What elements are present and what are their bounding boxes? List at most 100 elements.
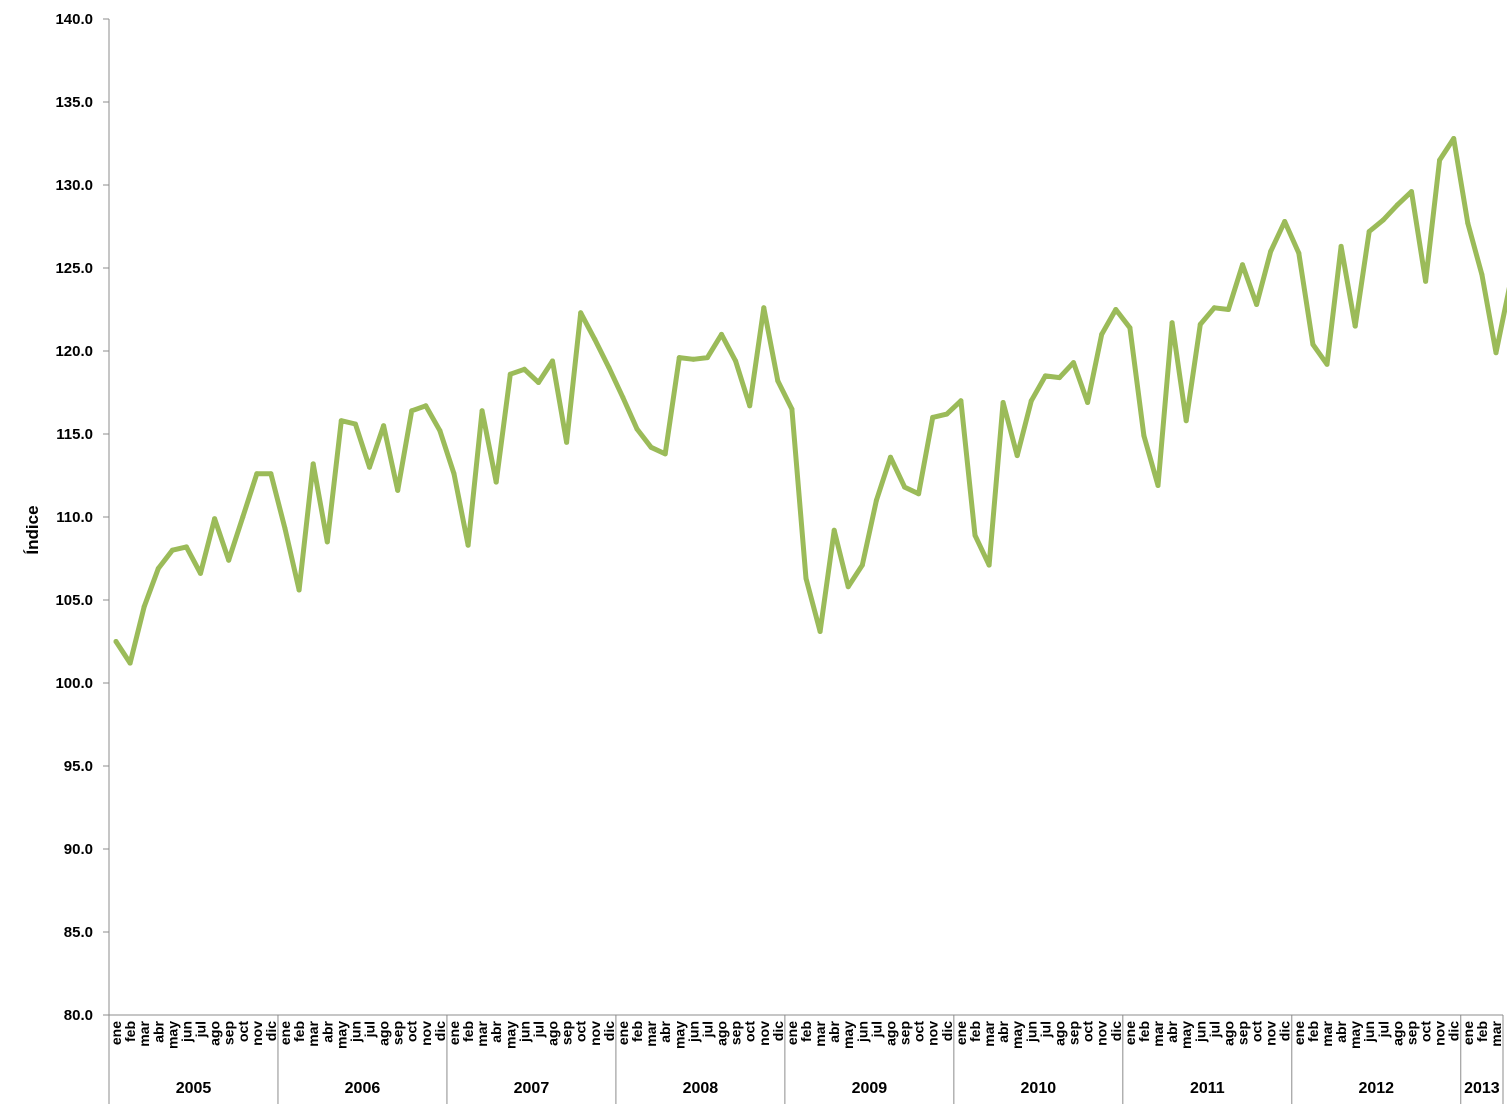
data-point	[479, 408, 485, 414]
x-tick-label: jun	[516, 1021, 532, 1043]
data-point	[1099, 331, 1105, 337]
data-point	[324, 539, 330, 545]
x-tick-label: mar	[1150, 1020, 1166, 1046]
x-tick-label: oct	[1080, 1021, 1096, 1042]
x-tick-label: ene	[1291, 1021, 1307, 1045]
data-point	[1310, 341, 1316, 347]
x-tick-label: may	[333, 1021, 349, 1049]
x-tick-label: ene	[1122, 1021, 1138, 1045]
data-point	[226, 557, 232, 563]
x-tick-label: jun	[1192, 1021, 1208, 1043]
x-tick-label: dic	[263, 1021, 279, 1041]
data-point	[550, 358, 555, 364]
x-tick-label: oct	[1249, 1021, 1265, 1042]
x-tick-label: oct	[235, 1021, 251, 1042]
data-point	[1409, 189, 1414, 195]
data-point	[859, 562, 865, 568]
x-tick-label: feb	[798, 1021, 814, 1042]
data-point	[817, 629, 823, 634]
data-point	[1493, 350, 1499, 356]
x-tick-label: oct	[404, 1021, 420, 1042]
data-point	[789, 406, 795, 412]
data-point	[676, 355, 682, 361]
x-tick-label: may	[164, 1021, 180, 1049]
data-point	[1155, 483, 1161, 488]
data-point	[972, 532, 978, 538]
data-point	[536, 380, 541, 385]
series-layer	[113, 136, 1507, 666]
data-point	[1437, 157, 1443, 163]
data-point	[1127, 325, 1133, 331]
x-tick-label: dic	[1277, 1021, 1293, 1041]
year-label: 2011	[1190, 1080, 1225, 1097]
x-tick-label: abr	[488, 1020, 504, 1042]
data-point	[212, 516, 218, 522]
data-point	[240, 514, 246, 520]
x-tick-label: ago	[376, 1021, 392, 1046]
x-tick-label: sep	[728, 1021, 744, 1045]
data-point	[831, 527, 837, 533]
data-point	[169, 547, 175, 553]
y-tick-label: 125.0	[55, 260, 93, 277]
data-point	[902, 484, 908, 490]
x-tick-label: dic	[601, 1021, 617, 1041]
data-point	[1085, 400, 1091, 405]
data-point	[409, 408, 415, 414]
data-point	[1465, 220, 1471, 226]
data-point	[437, 428, 443, 434]
data-point	[423, 403, 429, 409]
x-tick-label: jun	[854, 1021, 870, 1043]
x-tick-label: mar	[305, 1020, 321, 1046]
data-point	[1225, 307, 1231, 312]
year-label: 2009	[852, 1080, 888, 1097]
x-tick-label: ago	[882, 1021, 898, 1046]
x-tick-label: mar	[643, 1020, 659, 1046]
data-point	[719, 331, 724, 337]
x-tick-label: may	[671, 1021, 687, 1049]
year-label: 2006	[345, 1080, 381, 1097]
data-point	[296, 587, 302, 593]
x-tick-label: oct	[911, 1021, 927, 1042]
data-point	[1042, 373, 1048, 379]
x-tick-label: feb	[291, 1021, 307, 1042]
x-tick-label: abr	[1333, 1020, 1349, 1042]
x-tick-label: sep	[1235, 1021, 1251, 1045]
data-point	[521, 366, 527, 372]
data-point	[592, 336, 598, 342]
data-point	[1380, 217, 1386, 223]
x-tick-label: mar	[981, 1020, 997, 1046]
x-tick-label: jun	[347, 1021, 363, 1043]
data-point	[873, 497, 879, 503]
data-point	[1169, 320, 1175, 326]
data-point	[1183, 418, 1189, 424]
data-point	[1028, 398, 1034, 404]
x-tick-label: abr	[319, 1020, 335, 1042]
x-tick-label: feb	[1474, 1021, 1490, 1042]
x-tick-label: dic	[432, 1021, 448, 1041]
x-tick-label: feb	[1305, 1021, 1321, 1042]
x-tick-label: jul	[361, 1021, 377, 1038]
data-point	[704, 355, 710, 361]
data-point	[127, 660, 133, 666]
x-tick-label: abr	[826, 1020, 842, 1042]
data-point	[1057, 375, 1062, 381]
year-label: 2013	[1464, 1080, 1500, 1097]
data-point	[254, 471, 260, 477]
x-tick-label: abr	[995, 1020, 1011, 1042]
x-tick-label: jul	[1375, 1021, 1391, 1038]
data-point	[310, 461, 316, 467]
y-axis-label: Índice	[23, 505, 42, 554]
y-tick-label: 105.0	[55, 592, 93, 609]
x-tick-label: mar	[1488, 1020, 1504, 1046]
x-tick-label: dic	[1108, 1021, 1124, 1041]
x-tick-label: sep	[221, 1021, 237, 1045]
y-tick-label: 110.0	[56, 509, 93, 526]
x-tick-label: mar	[474, 1020, 490, 1046]
x-tick-label: nov	[249, 1021, 265, 1046]
y-tick-label: 80.0	[64, 1007, 93, 1024]
x-tick-label: may	[1009, 1021, 1025, 1049]
x-tick-label: may	[1178, 1021, 1194, 1049]
x-tick-label: ago	[1220, 1021, 1236, 1046]
data-point	[451, 471, 457, 477]
